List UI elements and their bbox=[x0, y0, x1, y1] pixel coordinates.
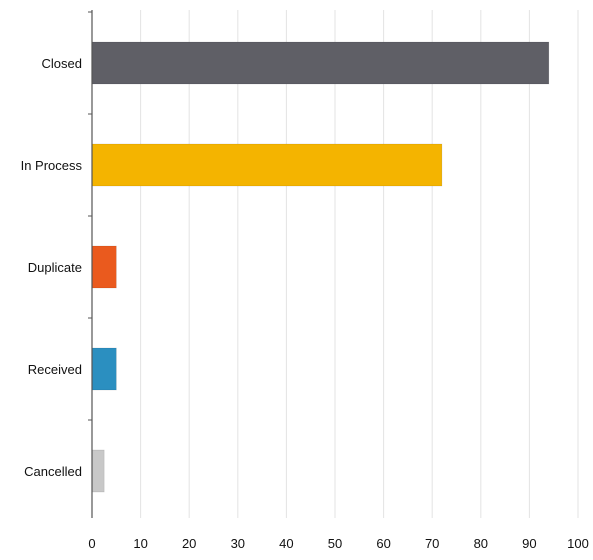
x-tick-label-50: 50 bbox=[328, 536, 342, 551]
category-label-closed: Closed bbox=[42, 56, 82, 71]
x-tick-label-30: 30 bbox=[231, 536, 245, 551]
x-tick-label-100: 100 bbox=[567, 536, 589, 551]
grid-lines bbox=[140, 10, 579, 518]
x-tick-label-80: 80 bbox=[474, 536, 488, 551]
category-label-cancelled: Cancelled bbox=[24, 464, 82, 479]
x-tick-label-90: 90 bbox=[522, 536, 536, 551]
labels: 0 10 20 30 40 50 60 70 80 90 100 Closed In Process Du… bbox=[21, 56, 589, 551]
x-tick-label-0: 0 bbox=[88, 536, 95, 551]
x-tick-label-40: 40 bbox=[279, 536, 293, 551]
category-label-duplicate: Duplicate bbox=[28, 260, 82, 275]
bar-received bbox=[91, 347, 117, 391]
axes bbox=[88, 10, 93, 518]
x-tick-label-10: 10 bbox=[133, 536, 147, 551]
category-label-in-process: In Process bbox=[21, 158, 83, 173]
category-label-received: Received bbox=[28, 362, 82, 377]
bar-in-process bbox=[91, 143, 443, 187]
x-tick-label-60: 60 bbox=[376, 536, 390, 551]
bars bbox=[91, 41, 550, 493]
x-tick-label-20: 20 bbox=[182, 536, 196, 551]
bar-cancelled bbox=[91, 449, 105, 493]
bar-duplicate bbox=[91, 245, 117, 289]
bar-closed bbox=[91, 41, 550, 85]
x-tick-label-70: 70 bbox=[425, 536, 439, 551]
